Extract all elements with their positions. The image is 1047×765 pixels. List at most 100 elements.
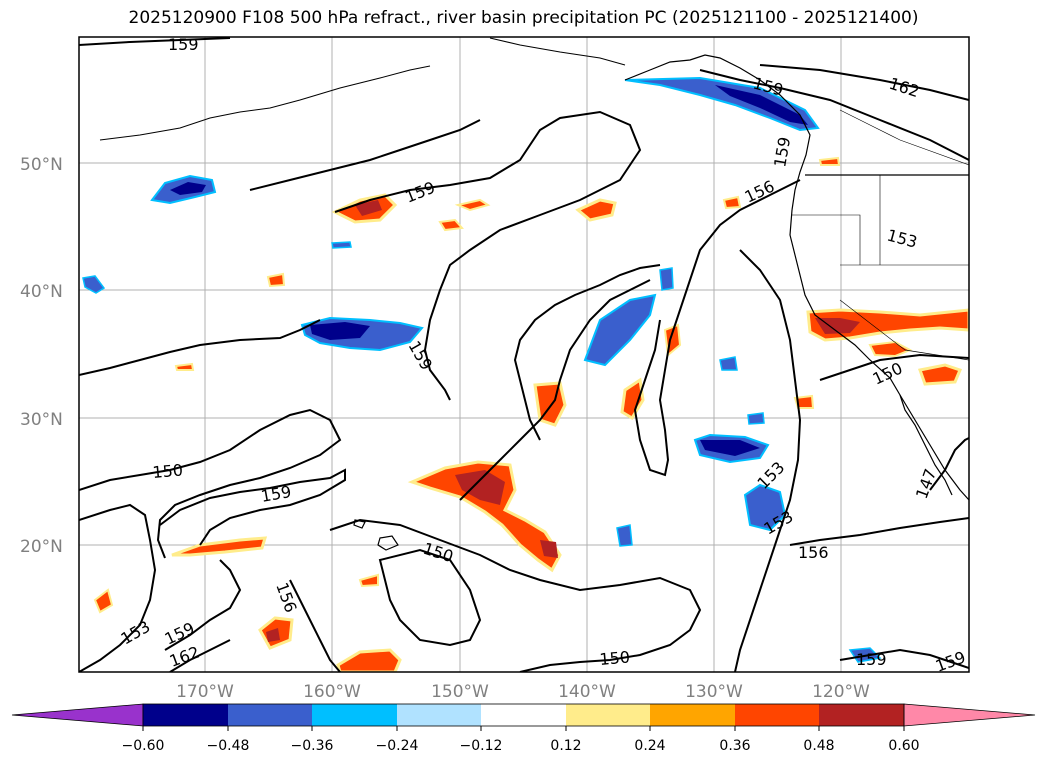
lon-label: 120°W (812, 682, 870, 702)
aleutians (99, 65, 431, 141)
hawaii-2 (377, 535, 399, 551)
colorbar-tick: 0.24 (634, 738, 665, 754)
coastlines (99, 37, 969, 551)
latitude-labels: 50°N 40°N 30°N 20°N (20, 155, 63, 557)
map-title: 2025120900 F108 500 hPa refract., river … (128, 8, 919, 28)
contour-156-se (789, 517, 969, 546)
pos-area-bottom (336, 648, 402, 672)
pos-area-28n (793, 394, 815, 409)
contour-153-west (79, 503, 157, 672)
colorbar-tick: −0.60 (122, 738, 165, 754)
contour-156-sw (289, 579, 341, 672)
colorbar-segment (397, 704, 481, 726)
colorbar-segment (143, 704, 228, 726)
border-state-4 (792, 214, 861, 265)
colorbar-segment (312, 704, 397, 726)
neg-core-gulf-alaska (715, 85, 808, 125)
neg-core-30n (700, 440, 760, 456)
colorbar-extend-high (903, 703, 1036, 727)
neg-small-5 (747, 412, 765, 425)
pos-area-45n-2 (454, 198, 491, 212)
contour-plume-loop (459, 279, 651, 501)
pos-area-47n (722, 195, 742, 210)
colorbar-tick: 0.48 (803, 738, 834, 754)
colorbar-segment (650, 704, 735, 726)
contour-159-north (79, 37, 231, 46)
contour-153-east (734, 249, 802, 672)
colorbar-tick: 0.12 (550, 738, 581, 754)
contour-156-main (633, 179, 801, 477)
pos-area-left-edge (93, 588, 114, 614)
colorbar-segment (228, 704, 312, 726)
lon-label: 130°W (685, 682, 743, 702)
neg-small-4 (659, 267, 674, 291)
pos-area-33n (620, 377, 645, 421)
contour-162-sw (169, 639, 231, 672)
contour-150-east (819, 353, 969, 381)
pos-core-45n-west (355, 200, 382, 216)
pos-area-ca-2 (868, 340, 913, 358)
pos-area-20n-west (171, 536, 268, 557)
map-area (79, 37, 969, 672)
colorbar-tick: 0.36 (719, 738, 750, 754)
contour-north-pacific (249, 119, 481, 191)
contour-159-sw (164, 559, 242, 651)
contour-label: 159 (856, 650, 887, 669)
neg-core-nw-pacific (170, 182, 206, 195)
hawaii-1 (353, 519, 366, 529)
contours (79, 37, 969, 672)
contour-147-east (929, 437, 969, 491)
pos-core-plume-2 (540, 540, 558, 558)
precipitation-shading (82, 76, 969, 672)
pos-area-36n-w (174, 362, 195, 371)
contour-label: 150 (152, 460, 184, 482)
coast-alaska-bc (624, 54, 811, 211)
pos-area-45n-east (575, 198, 617, 222)
coast-west-us (789, 209, 969, 501)
colorbar-tick: −0.36 (291, 738, 334, 754)
colorbar-segment (481, 704, 566, 726)
contour-150-plume (79, 319, 321, 376)
alaska-south-coast (489, 37, 626, 66)
colorbar-extend-low (11, 703, 144, 727)
pos-core-tropical-plume (455, 470, 505, 505)
colorbar-tick: −0.12 (460, 738, 503, 754)
lon-label: 150°W (431, 682, 489, 702)
lon-label: 170°W (176, 682, 234, 702)
colorbar: −0.60 −0.48 −0.36 −0.24 −0.12 0.12 0.24 … (11, 703, 1036, 754)
lat-label: 30°N (20, 410, 63, 430)
neg-core-central (310, 322, 370, 340)
contour-label: 159 (168, 35, 199, 54)
lat-label: 20°N (20, 537, 63, 557)
neg-small-3 (719, 356, 738, 371)
contour-159-main (334, 110, 642, 401)
longitude-labels: 170°W 160°W 150°W 140°W 130°W 120°W (176, 682, 870, 702)
coast-bc-inner (839, 109, 969, 166)
contour-162-ne (759, 64, 969, 101)
contour-150-swirl (79, 408, 342, 559)
colorbar-tick: 0.60 (888, 738, 919, 754)
pos-area-50n-e (818, 156, 841, 166)
contour-label: 156 (798, 543, 829, 562)
contour-plume-loop-2 (513, 264, 661, 441)
contour-label: 150 (599, 647, 631, 669)
border-state-3 (839, 299, 906, 351)
neg-small-2 (616, 524, 633, 547)
neg-small-7 (331, 241, 352, 249)
colorbar-segment (735, 704, 819, 726)
lon-label: 160°W (303, 682, 361, 702)
colorbar-segment (566, 704, 650, 726)
contour-150-inner (378, 548, 482, 647)
contour-159-se (839, 648, 969, 669)
lat-label: 50°N (20, 155, 63, 175)
pos-area-baja (918, 363, 963, 386)
map-frame (78, 36, 970, 673)
colorbar-tick: −0.48 (207, 738, 250, 754)
lat-label: 40°N (20, 282, 63, 302)
pos-area-tropical-plume (407, 460, 562, 573)
contour-159-ne (699, 69, 969, 161)
pos-core-california (815, 318, 860, 334)
colorbar-segment (819, 704, 904, 726)
colorbar-tick: −0.24 (376, 738, 419, 754)
pos-area-40n (266, 272, 286, 288)
